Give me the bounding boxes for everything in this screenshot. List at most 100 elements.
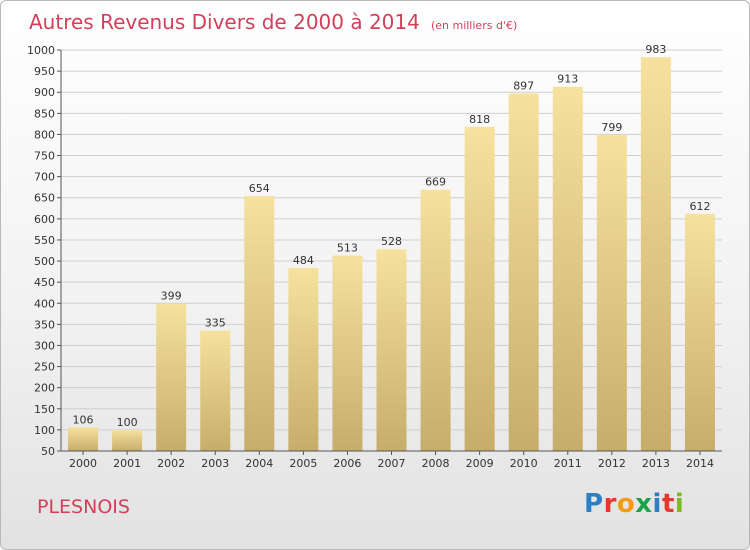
axes: 50 100 150 200 250 300 350 400 450 500 550 600 650 70… (27, 44, 722, 470)
y-tick-label: 450 (34, 276, 55, 289)
value-label-2004: 654 (249, 182, 270, 195)
value-label-2007: 528 (381, 235, 402, 248)
x-tick-label-2004: 2004 (245, 457, 273, 470)
y-tick-label: 300 (34, 339, 55, 352)
y-tick-label: 900 (34, 86, 55, 99)
logo-letter: x (635, 489, 653, 519)
logo-letter: i (652, 489, 662, 519)
logo-letter: i (674, 489, 685, 519)
x-tick-label-2012: 2012 (598, 457, 626, 470)
bar-2004 (244, 196, 275, 451)
value-label-2010: 897 (513, 79, 534, 92)
y-tick-label: 500 (34, 255, 55, 268)
x-tick-label-2002: 2002 (157, 457, 185, 470)
y-tick-label: 350 (34, 318, 55, 331)
y-tick-label: 250 (34, 361, 55, 374)
logo-letter: t (661, 489, 675, 519)
y-tick: 250 (34, 361, 55, 374)
y-tick: 650 (34, 192, 55, 205)
x-tick-label-2001: 2001 (113, 457, 141, 470)
bar-2006 (332, 255, 363, 451)
x-tick: 2008 (422, 457, 450, 470)
value-label-2013: 983 (645, 43, 666, 56)
x-tick-label-2007: 2007 (378, 457, 406, 470)
y-tick-label: 650 (34, 192, 55, 205)
y-tick: 1000 (27, 44, 55, 57)
x-tick: 2014 (686, 457, 714, 470)
bar-2010 (508, 93, 539, 452)
x-tick: 2011 (554, 457, 582, 470)
y-tick: 500 (34, 255, 55, 268)
bars: 106 100 399 335 654 484 513 528 669 818 897 913 799 9… (68, 43, 715, 452)
chart-title: Autres Revenus Divers de 2000 à 2014 (29, 10, 420, 34)
y-tick: 600 (34, 213, 55, 226)
y-tick: 900 (34, 86, 55, 99)
x-tick-label-2000: 2000 (69, 457, 97, 470)
bar-2003 (200, 330, 231, 451)
x-tick: 2005 (289, 457, 317, 470)
y-tick-label: 800 (34, 128, 55, 141)
y-tick: 350 (34, 318, 55, 331)
x-tick: 2000 (69, 457, 97, 470)
proxiti-logo: Proxiti (584, 489, 684, 519)
y-tick-label: 100 (34, 424, 55, 437)
x-tick-label-2009: 2009 (466, 457, 494, 470)
bar-2011 (552, 86, 583, 452)
y-tick: 550 (34, 234, 55, 247)
y-tick-label: 50 (41, 445, 55, 458)
bar-2007 (376, 249, 407, 451)
bar-2009 (464, 126, 495, 452)
y-tick: 700 (34, 171, 55, 184)
value-label-2012: 799 (601, 121, 622, 134)
value-label-2003: 335 (205, 317, 226, 330)
bar-2013 (640, 57, 671, 452)
x-tick-label-2008: 2008 (422, 457, 450, 470)
bar-2008 (420, 189, 451, 451)
y-tick-label: 950 (34, 65, 55, 78)
x-tick: 2001 (113, 457, 141, 470)
x-tick: 2002 (157, 457, 185, 470)
logo-letter: r (603, 489, 617, 519)
value-label-2005: 484 (293, 254, 314, 267)
value-label-2008: 669 (425, 176, 446, 189)
y-tick-label: 550 (34, 234, 55, 247)
bar-2014 (684, 213, 715, 451)
y-tick: 750 (34, 150, 55, 163)
y-tick-label: 200 (34, 382, 55, 395)
x-tick: 2013 (642, 457, 670, 470)
y-tick: 200 (34, 382, 55, 395)
y-tick: 50 (41, 445, 55, 458)
x-tick-label-2010: 2010 (510, 457, 538, 470)
bar-2000 (68, 427, 99, 451)
bar-2005 (288, 267, 319, 451)
chart-title-row: Autres Revenus Divers de 2000 à 2014 (en… (29, 10, 517, 34)
y-tick: 850 (34, 107, 55, 120)
y-tick-label: 600 (34, 213, 55, 226)
value-label-2001: 100 (117, 416, 138, 429)
value-label-2002: 399 (161, 290, 182, 303)
y-tick-label: 400 (34, 297, 55, 310)
value-label-2011: 913 (557, 73, 578, 86)
y-tick: 800 (34, 128, 55, 141)
bar-2001 (112, 429, 143, 451)
x-tick-label-2013: 2013 (642, 457, 670, 470)
bar-2002 (156, 303, 187, 451)
y-tick-label: 1000 (27, 44, 55, 57)
town-name: PLESNOIS (37, 496, 130, 518)
x-tick: 2012 (598, 457, 626, 470)
y-tick: 450 (34, 276, 55, 289)
x-tick-label-2006: 2006 (333, 457, 361, 470)
logo-letter: o (616, 489, 636, 519)
y-tick: 150 (34, 403, 55, 416)
y-tick: 400 (34, 297, 55, 310)
x-tick-label-2014: 2014 (686, 457, 714, 470)
y-tick: 950 (34, 65, 55, 78)
y-tick-label: 750 (34, 150, 55, 163)
value-label-2014: 612 (689, 200, 710, 213)
x-tick-label-2005: 2005 (289, 457, 317, 470)
chart-subtitle: (en milliers d'€) (430, 19, 518, 32)
x-tick: 2007 (378, 457, 406, 470)
value-label-2006: 513 (337, 242, 358, 255)
y-tick-label: 150 (34, 403, 55, 416)
value-label-2009: 818 (469, 113, 490, 126)
